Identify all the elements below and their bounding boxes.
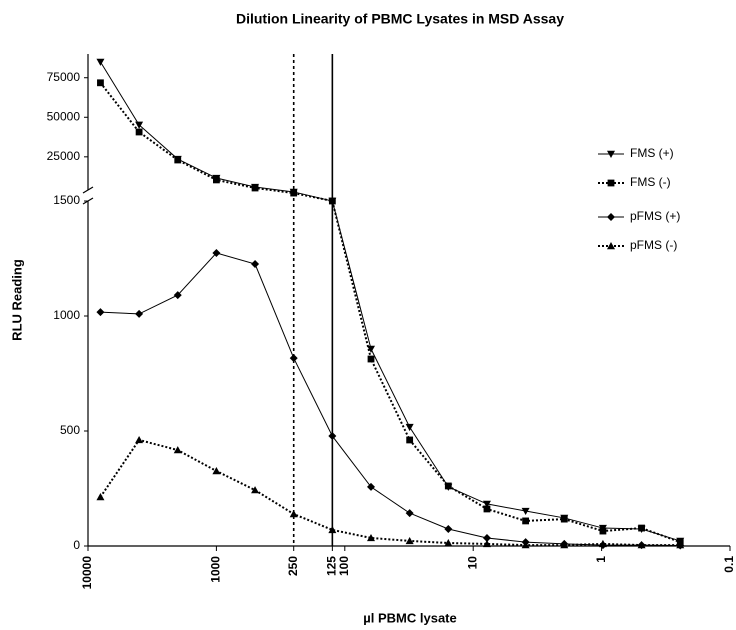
axis-break — [82, 186, 94, 194]
data-point — [444, 524, 453, 533]
data-point — [367, 355, 375, 363]
data-point — [96, 58, 105, 66]
data-point — [405, 423, 414, 432]
data-point — [406, 436, 414, 444]
data-point — [560, 515, 568, 523]
data-point — [560, 541, 569, 549]
legend-marker — [607, 213, 615, 221]
data-point — [444, 539, 453, 547]
legend-label: FMS (-) — [630, 175, 671, 189]
legend-label: pFMS (-) — [630, 238, 677, 252]
y-tick-label: 50000 — [47, 109, 81, 123]
data-point — [367, 345, 376, 353]
data-point — [637, 541, 646, 549]
data-point — [173, 291, 182, 300]
data-point — [251, 184, 259, 192]
legend-marker — [607, 242, 615, 250]
data-point — [482, 539, 491, 548]
data-point — [289, 510, 298, 518]
data-point — [405, 509, 414, 518]
data-point — [290, 189, 298, 197]
data-point — [96, 493, 105, 501]
data-point — [328, 432, 337, 441]
y-tick-label: 75000 — [47, 70, 81, 84]
y-tick-label: 500 — [60, 423, 80, 437]
data-point — [521, 541, 530, 549]
legend-marker — [607, 179, 615, 187]
data-point — [405, 536, 414, 545]
series-line — [100, 61, 681, 542]
data-point — [96, 308, 105, 317]
data-point — [482, 500, 491, 508]
x-tick-label: 100 — [337, 556, 351, 576]
data-point — [212, 248, 221, 257]
data-point — [251, 486, 260, 494]
data-point — [676, 541, 685, 549]
chart-title: Dilution Linearity of PBMC Lysates in MS… — [236, 11, 564, 27]
data-point — [483, 505, 491, 513]
data-point — [251, 260, 260, 269]
data-point — [213, 176, 220, 184]
series-line — [99, 438, 681, 547]
data-point — [638, 524, 645, 532]
data-point — [482, 533, 491, 542]
data-point — [135, 309, 144, 318]
legend-marker — [607, 150, 615, 158]
data-point — [174, 156, 182, 164]
x-tick-label: 10 — [465, 556, 479, 570]
data-point — [212, 467, 221, 475]
y-axis-label: RLU Reading — [9, 259, 24, 341]
data-point — [521, 507, 530, 516]
data-point — [328, 525, 337, 534]
data-point — [598, 539, 607, 548]
data-point — [328, 197, 336, 205]
data-point — [367, 482, 376, 491]
x-tick-label: 125 — [325, 556, 339, 576]
x-tick-label: 250 — [286, 556, 300, 576]
series-line — [99, 82, 681, 544]
data-point — [367, 533, 376, 542]
y-tick-label: 0 — [73, 538, 80, 552]
data-point — [522, 517, 530, 525]
data-point — [135, 128, 143, 136]
data-point — [599, 527, 607, 535]
legend-label: pFMS (+) — [630, 209, 680, 223]
data-point — [135, 121, 144, 129]
data-point — [97, 79, 104, 87]
y-tick-label: 1000 — [53, 308, 80, 322]
x-tick-label: 10000 — [80, 556, 94, 590]
x-tick-label: 1 — [594, 556, 608, 563]
legend-label: FMS (+) — [630, 146, 674, 160]
x-tick-label: 0.1 — [722, 556, 736, 573]
x-tick-label: 1000 — [209, 556, 223, 583]
data-point — [135, 435, 144, 444]
x-axis-label: µl PBMC lysate — [363, 610, 456, 625]
y-tick-label: 1500 — [53, 193, 80, 207]
data-point — [173, 446, 182, 454]
data-point — [289, 354, 298, 363]
y-tick-label: 25000 — [47, 149, 81, 163]
series-line — [100, 252, 681, 547]
data-point — [444, 482, 452, 490]
